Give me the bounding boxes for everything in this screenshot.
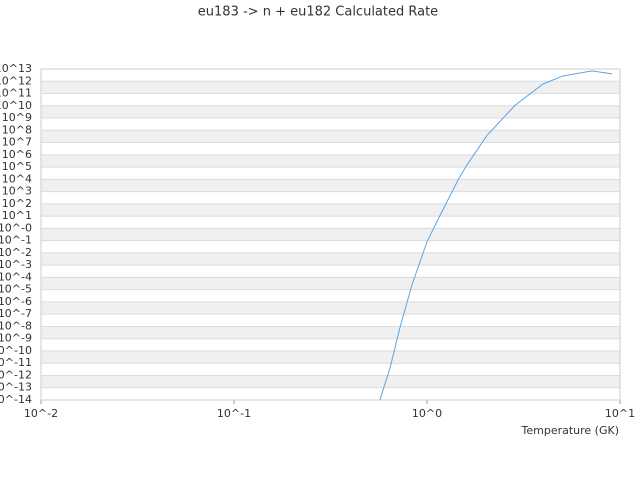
y-tick-label: 10^-10 (0, 344, 32, 357)
grid-band (41, 326, 620, 339)
x-tick-label: 10^0 (412, 407, 442, 420)
y-tick-label: 10^9 (2, 111, 32, 124)
y-tick-label: 10^-13 (0, 381, 32, 394)
grid-band (41, 301, 620, 315)
grid-band (41, 277, 620, 290)
y-tick-label: 10^7 (2, 136, 32, 149)
y-tick-label: 10^-3 (0, 258, 32, 271)
grid-band (41, 105, 620, 119)
y-tick-label: 10^-7 (0, 307, 32, 320)
plot-frame (40, 68, 621, 401)
y-tick-label: 10^6 (2, 148, 32, 161)
y-tick-label: 10^2 (2, 197, 32, 210)
y-tick-label: 10^-2 (0, 246, 32, 259)
grid-band (41, 350, 620, 364)
x-axis-label: Temperature (GK) (521, 424, 620, 437)
y-tick-label: 10^-8 (0, 319, 32, 332)
grid-band (41, 154, 620, 168)
y-tick-label: 10^11 (0, 87, 32, 100)
y-tick-label: 10^-6 (0, 295, 32, 308)
line-series (379, 70, 613, 401)
y-tick-label: 10^-9 (0, 332, 32, 345)
y-tick-label: 10^12 (0, 74, 32, 87)
y-tick-label: 10^13 (0, 62, 32, 75)
y-tick-label: 10^5 (2, 160, 32, 173)
y-tick-label: 10^-0 (0, 221, 32, 234)
chart-title: eu183 -> n + eu182 Calculated Rate (198, 5, 438, 20)
y-tick-label: 10^4 (2, 172, 32, 185)
grid-band (41, 252, 620, 266)
grid-band (41, 228, 620, 241)
y-tick-label: 10^1 (2, 209, 32, 222)
x-tick-label: 10^1 (605, 407, 635, 420)
x-tick-label: 10^-1 (217, 407, 251, 420)
x-tick-label: 10^-2 (24, 407, 58, 420)
grid-band (41, 179, 620, 192)
grid-band (41, 203, 620, 217)
grid-band (41, 81, 620, 94)
y-tick-label: 10^-14 (0, 393, 32, 406)
y-tick-label: 10^-1 (0, 234, 32, 247)
y-tick-label: 10^3 (2, 185, 32, 198)
y-tick-label: 10^-11 (0, 356, 32, 369)
y-tick-label: 10^-12 (0, 368, 32, 381)
y-tick-label: 10^-5 (0, 283, 32, 296)
y-tick-label: 10^10 (0, 99, 32, 112)
y-tick-label: 10^-4 (0, 270, 32, 283)
grid-band (41, 375, 620, 388)
grid-band (41, 130, 620, 143)
y-tick-label: 10^8 (2, 123, 32, 136)
